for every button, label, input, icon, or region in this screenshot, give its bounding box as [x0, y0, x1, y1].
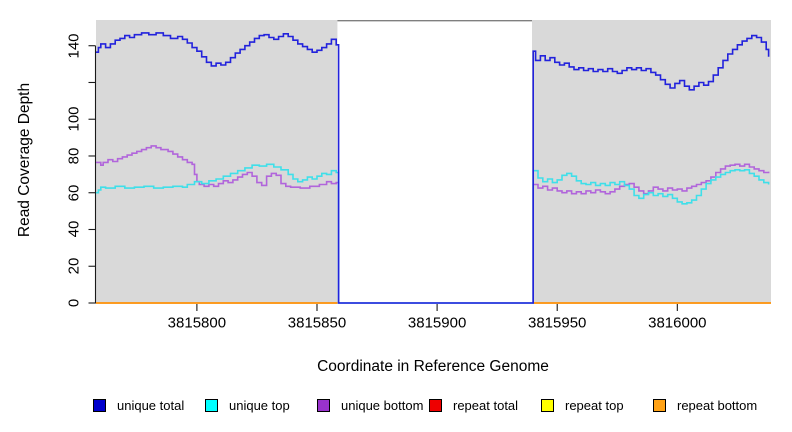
legend-swatch [93, 399, 106, 412]
x-tick-label: 3815900 [407, 314, 467, 332]
series-line-unique-top [96, 163, 770, 304]
legend-swatch [541, 399, 554, 412]
legend-label: repeat bottom [677, 398, 758, 413]
x-tick-label: 3816000 [648, 314, 707, 332]
legend-item-unique-total: unique total [93, 398, 184, 413]
legend-swatch [653, 399, 666, 412]
legend-swatch [429, 399, 442, 412]
x-tick-label: 3815800 [167, 314, 227, 332]
legend-item-repeat-bottom: repeat bottom [653, 398, 757, 413]
legend-item-unique-bottom: unique bottom [317, 398, 423, 413]
legend-label: unique bottom [341, 398, 424, 413]
legend-swatch [317, 399, 330, 412]
x-tick-label: 3815950 [528, 314, 587, 332]
legend-label: repeat total [453, 398, 519, 413]
coverage-gap-region [337, 19, 532, 303]
legend-item-repeat-top: repeat top [541, 398, 624, 413]
legend-label: unique top [229, 398, 290, 413]
x-axis-title: Coordinate in Reference Genome [317, 358, 549, 375]
legend-item-unique-top: unique top [205, 398, 290, 413]
x-tick-label: 3815850 [287, 314, 347, 332]
legend-item-repeat-total: repeat total [429, 398, 518, 413]
legend-swatch [205, 399, 218, 412]
series-line-unique-total [96, 32, 770, 304]
legend-label: unique total [117, 398, 185, 413]
legend-label: repeat top [565, 398, 624, 413]
